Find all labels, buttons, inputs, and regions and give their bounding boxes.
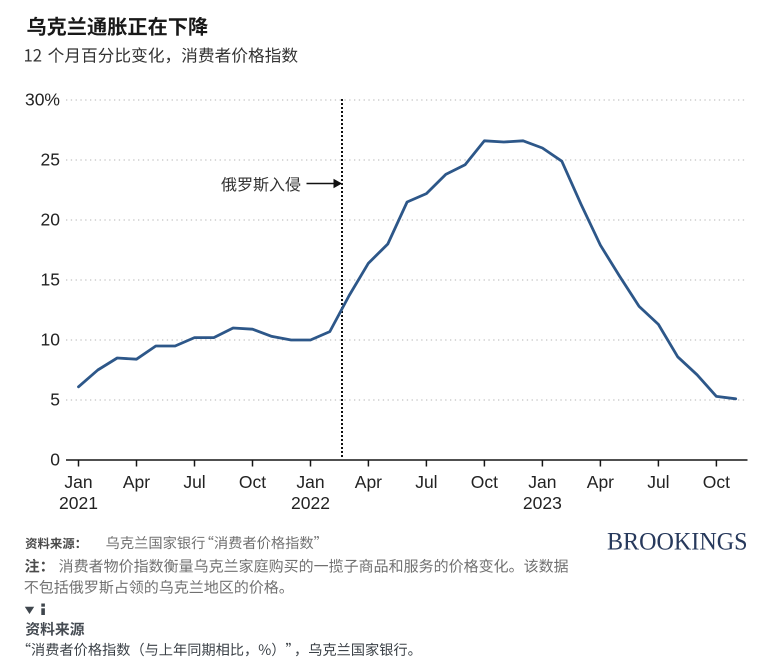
svg-text:0: 0 — [50, 450, 60, 470]
svg-text:BROOKINGS: BROOKINGS — [607, 527, 748, 556]
svg-text:Oct: Oct — [471, 472, 498, 492]
svg-text:Jan: Jan — [64, 472, 92, 492]
svg-text:2022: 2022 — [291, 493, 330, 513]
svg-text:Jul: Jul — [647, 472, 669, 492]
svg-text:Jul: Jul — [183, 472, 205, 492]
svg-text:10: 10 — [41, 330, 61, 350]
svg-text:Oct: Oct — [239, 472, 266, 492]
svg-text:Jan: Jan — [528, 472, 556, 492]
svg-text:2021: 2021 — [59, 493, 98, 513]
svg-text:30%: 30% — [25, 90, 60, 110]
svg-text:Jul: Jul — [415, 472, 437, 492]
svg-text:20: 20 — [41, 210, 61, 230]
svg-text:2023: 2023 — [523, 493, 562, 513]
svg-text:Apr: Apr — [123, 472, 150, 492]
svg-text:Apr: Apr — [587, 472, 614, 492]
svg-text:Oct: Oct — [703, 472, 730, 492]
svg-text:5: 5 — [50, 390, 60, 410]
svg-text:Jan: Jan — [296, 472, 324, 492]
svg-text:Apr: Apr — [355, 472, 382, 492]
svg-text:15: 15 — [41, 270, 60, 290]
svg-text:25: 25 — [41, 150, 60, 170]
